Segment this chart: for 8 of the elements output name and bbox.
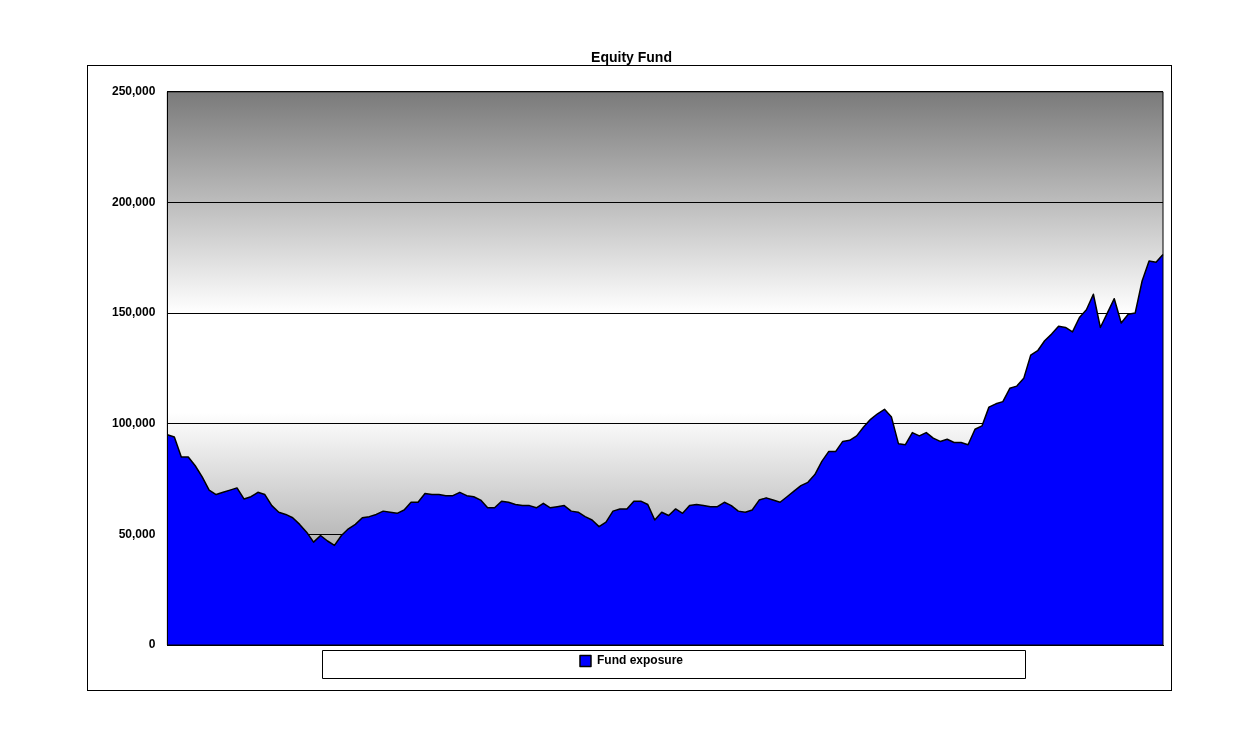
y-tick-label: 100,000 (111, 416, 156, 431)
chart-title: Equity Fund (591, 49, 672, 66)
y-tick-label: 0 (148, 637, 156, 652)
y-tick-label: 50,000 (118, 526, 156, 541)
y-tick-label: 250,000 (111, 84, 156, 99)
legend-label: Fund exposure (597, 653, 684, 668)
y-tick-label: 150,000 (111, 305, 156, 320)
y-tick-label: 200,000 (111, 194, 156, 209)
